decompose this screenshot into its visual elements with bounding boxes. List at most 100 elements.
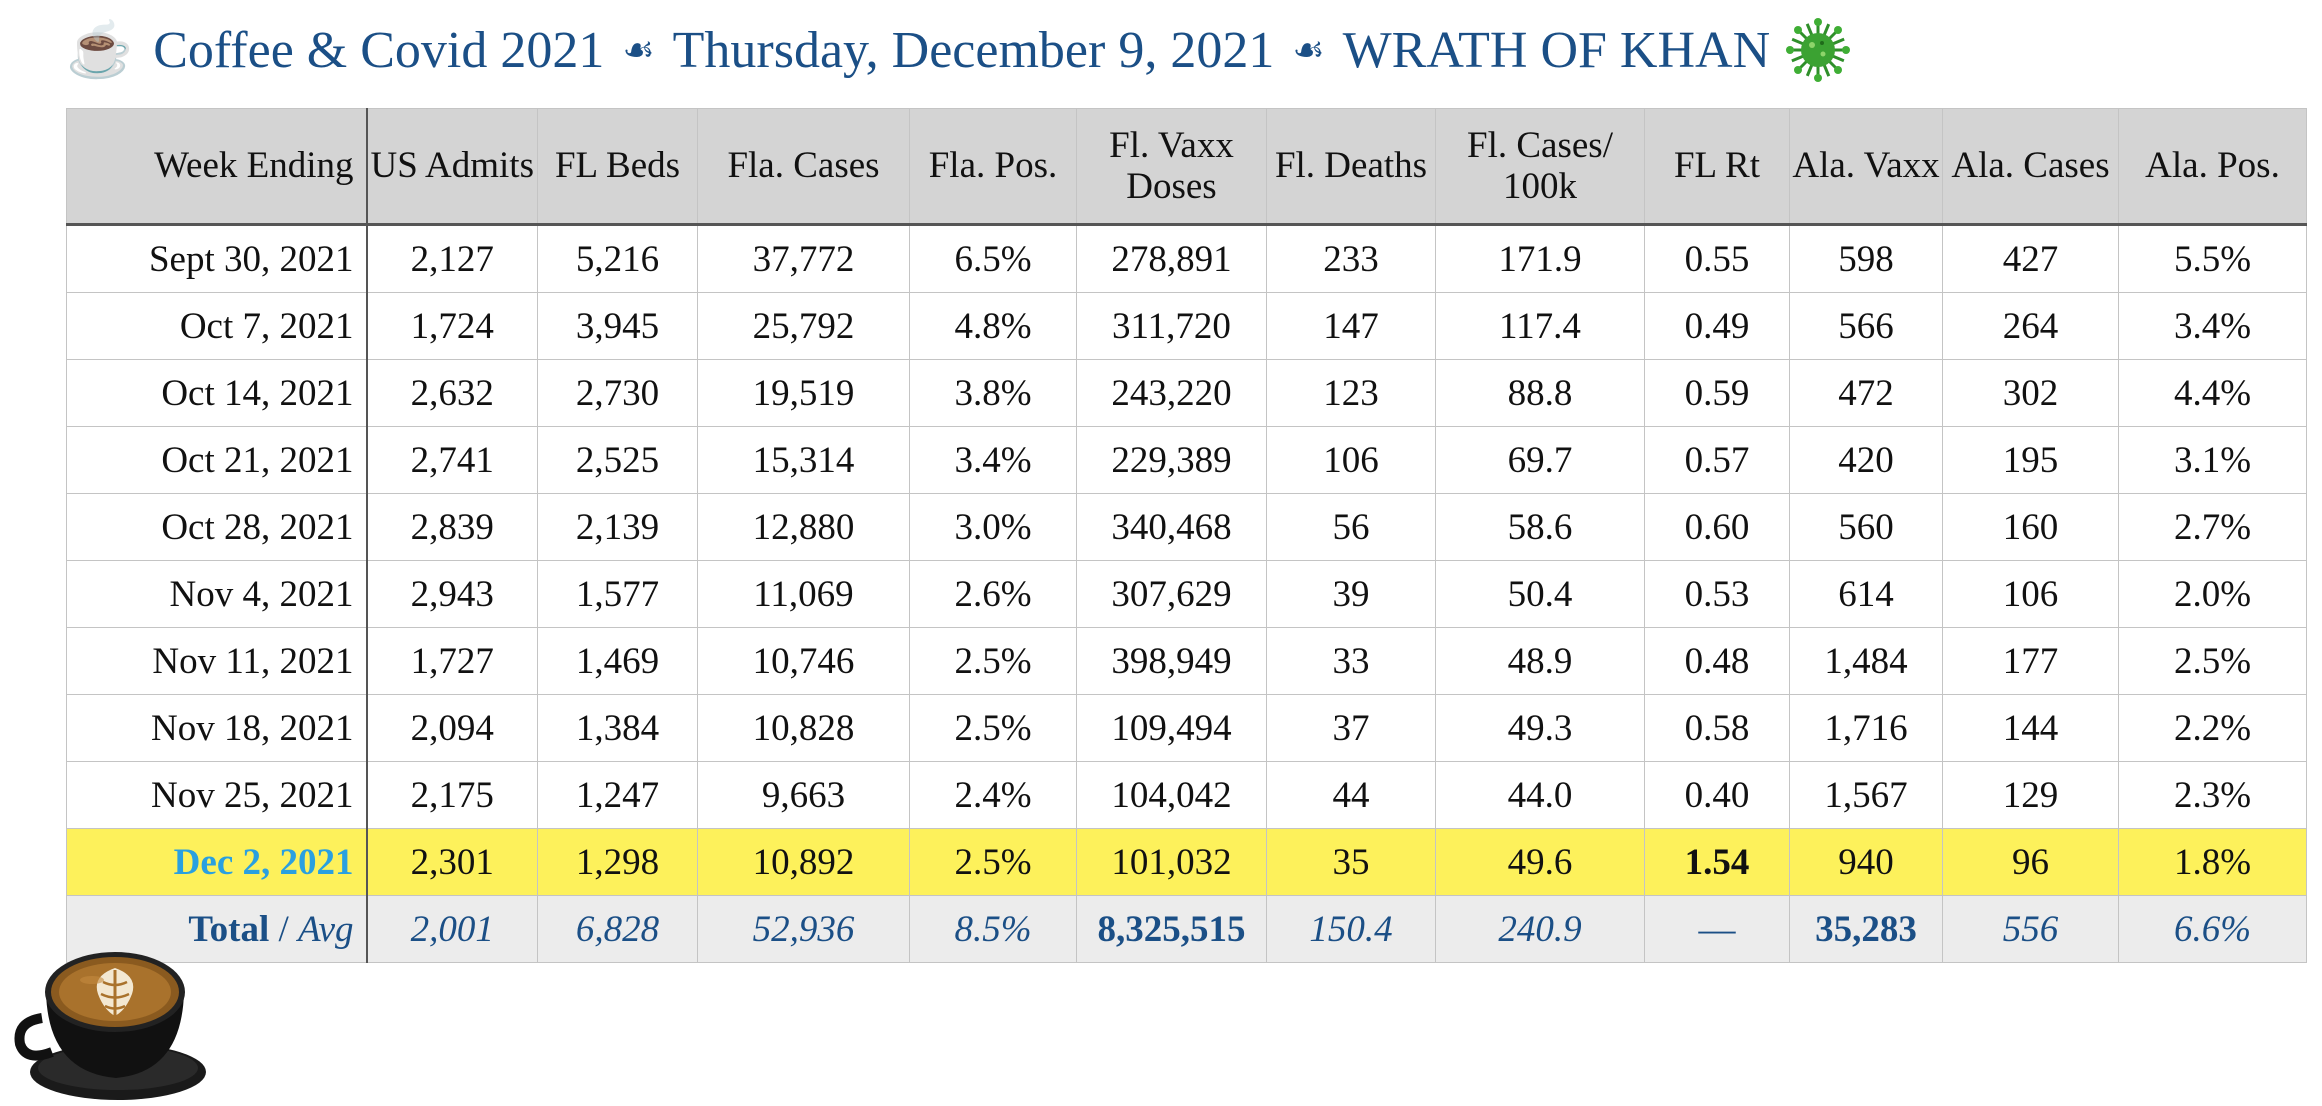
column-header: FL Rt	[1644, 108, 1790, 226]
table-cell: 2,632	[366, 359, 538, 427]
total-cell: 35,283	[1789, 895, 1943, 963]
table-row: Nov 4, 2021 2,943 1,577 11,069 2.6% 307,629 39…	[66, 560, 2307, 628]
fleuron-separator-2: ☙	[1292, 30, 1325, 70]
table-cell: 233	[1266, 224, 1436, 293]
total-cell: 52,936	[697, 895, 910, 963]
table-cell: 598	[1789, 224, 1943, 293]
table-cell: 4.8%	[909, 292, 1077, 360]
table-cell: 5.5%	[2118, 224, 2307, 293]
table-cell: 420	[1789, 426, 1943, 494]
table-cell: 1.54	[1644, 828, 1790, 896]
table-cell: 1,484	[1789, 627, 1943, 695]
table-row: Nov 11, 2021 1,727 1,469 10,746 2.5% 398,949 3…	[66, 627, 2307, 695]
table-cell: 0.53	[1644, 560, 1790, 628]
highlighted-row: Dec 2, 2021 2,301 1,298 10,892 2.5% 101,032 35…	[66, 828, 2307, 896]
total-cell: 8,325,515	[1076, 895, 1267, 963]
week-ending-cell: Sept 30, 2021	[66, 224, 368, 293]
table-cell: 2,139	[537, 493, 698, 561]
total-label-separator: /	[269, 908, 299, 950]
table-cell: 307,629	[1076, 560, 1267, 628]
week-ending-cell: Oct 28, 2021	[66, 493, 368, 561]
table-row: Oct 7, 2021 1,724 3,945 25,792 4.8% 311,720 14…	[66, 292, 2307, 360]
table-cell: 1,298	[537, 828, 698, 896]
table-cell: 48.9	[1435, 627, 1645, 695]
table-cell: 472	[1789, 359, 1943, 427]
column-header: Week Ending	[66, 108, 368, 226]
table-cell: 69.7	[1435, 426, 1645, 494]
table-cell: 0.57	[1644, 426, 1790, 494]
page-title: ☕ Coffee & Covid 2021 ☙ Thursday, Decemb…	[66, 8, 1851, 92]
column-header: Fl. Vaxx Doses	[1076, 108, 1267, 226]
table-cell: 109,494	[1076, 694, 1267, 762]
table-cell: 278,891	[1076, 224, 1267, 293]
table-cell: 37,772	[697, 224, 910, 293]
table-cell: 2,175	[366, 761, 538, 829]
table-cell: 3.8%	[909, 359, 1077, 427]
table-cell: 5,216	[537, 224, 698, 293]
total-cell: 240.9	[1435, 895, 1645, 963]
table-cell: 311,720	[1076, 292, 1267, 360]
total-cell: 556	[1942, 895, 2119, 963]
table-cell: 106	[1942, 560, 2119, 628]
header-row: Week Ending US Admits FL Beds Fla. Cases…	[66, 108, 2307, 226]
latte-cup-image	[14, 952, 206, 1100]
table-cell: 171.9	[1435, 224, 1645, 293]
table-cell: 104,042	[1076, 761, 1267, 829]
table-cell: 9,663	[697, 761, 910, 829]
table-cell: 940	[1789, 828, 1943, 896]
table-cell: 2,301	[366, 828, 538, 896]
table-cell: 2.7%	[2118, 493, 2307, 561]
table-cell: 147	[1266, 292, 1436, 360]
table-cell: 3,945	[537, 292, 698, 360]
table-cell: 19,519	[697, 359, 910, 427]
total-cell: 8.5%	[909, 895, 1077, 963]
column-header: Fla. Pos.	[909, 108, 1077, 226]
table-cell: 2,839	[366, 493, 538, 561]
total-cell: 6,828	[537, 895, 698, 963]
total-cell: 150.4	[1266, 895, 1436, 963]
table-cell: 2.5%	[909, 828, 1077, 896]
covid-data-table: Week Ending US Admits FL Beds Fla. Cases…	[66, 108, 2307, 963]
table-cell: 35	[1266, 828, 1436, 896]
table-cell: 2,127	[366, 224, 538, 293]
column-header: Fla. Cases	[697, 108, 910, 226]
table-row: Oct 21, 2021 2,741 2,525 15,314 3.4% 229,389 1…	[66, 426, 2307, 494]
column-header: Ala. Vaxx	[1789, 108, 1943, 226]
table-cell: 2,943	[366, 560, 538, 628]
table-row: Nov 18, 2021 2,094 1,384 10,828 2.5% 109,494 3…	[66, 694, 2307, 762]
table-cell: 49.6	[1435, 828, 1645, 896]
table-cell: 96	[1942, 828, 2119, 896]
week-ending-cell: Oct 21, 2021	[66, 426, 368, 494]
total-label: Total	[188, 908, 270, 950]
coronavirus-icon	[1786, 18, 1851, 82]
table-cell: 0.49	[1644, 292, 1790, 360]
table-cell: 0.55	[1644, 224, 1790, 293]
table-cell: 302	[1942, 359, 2119, 427]
week-ending-cell: Oct 14, 2021	[66, 359, 368, 427]
column-header: US Admits	[366, 108, 538, 226]
table-cell: 340,468	[1076, 493, 1267, 561]
table-cell: 2.5%	[909, 694, 1077, 762]
table-cell: 1,247	[537, 761, 698, 829]
table-cell: 264	[1942, 292, 2119, 360]
total-cell: 6.6%	[2118, 895, 2307, 963]
week-ending-cell: Oct 7, 2021	[66, 292, 368, 360]
column-header: FL Beds	[537, 108, 698, 226]
table-cell: 2,094	[366, 694, 538, 762]
table-cell: 2,730	[537, 359, 698, 427]
table-cell: 160	[1942, 493, 2119, 561]
table-row: Oct 28, 2021 2,839 2,139 12,880 3.0% 340,468 5…	[66, 493, 2307, 561]
table-cell: 11,069	[697, 560, 910, 628]
table-cell: 1,716	[1789, 694, 1943, 762]
table-cell: 144	[1942, 694, 2119, 762]
table-cell: 229,389	[1076, 426, 1267, 494]
total-cell: —	[1644, 895, 1790, 963]
table-cell: 614	[1789, 560, 1943, 628]
table-cell: 101,032	[1076, 828, 1267, 896]
table-cell: 0.48	[1644, 627, 1790, 695]
table-cell: 0.40	[1644, 761, 1790, 829]
title-text: Coffee & Covid 2021	[153, 21, 605, 79]
coffee-cup-icon: ☕	[66, 19, 134, 80]
table-cell: 0.59	[1644, 359, 1790, 427]
week-ending-cell: Nov 18, 2021	[66, 694, 368, 762]
